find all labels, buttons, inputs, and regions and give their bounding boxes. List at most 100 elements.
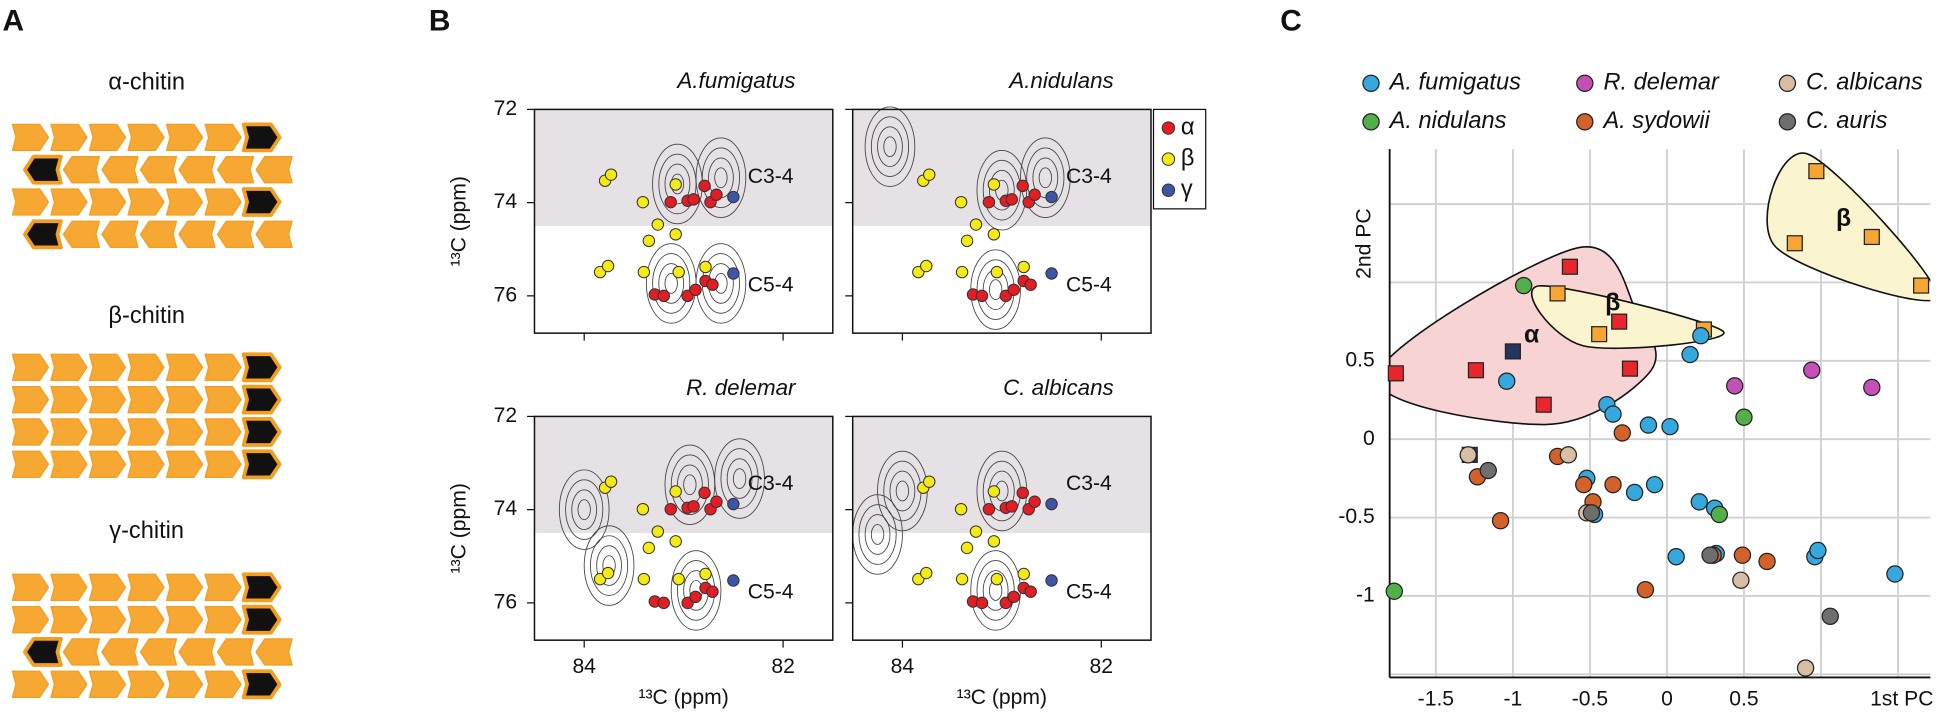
peak: [699, 260, 712, 274]
chain-end: [241, 604, 282, 635]
sugar-unit: [216, 638, 255, 666]
legend-label: γ: [1181, 176, 1193, 202]
point: [1863, 378, 1881, 397]
peak: [727, 497, 740, 511]
peak: [1045, 267, 1058, 280]
chain-end: [241, 572, 282, 603]
chitin-chains: [11, 122, 293, 250]
nmr-panel: A.fumigatus C3-4 C5-4 72 74 76 ¹³C (ppm): [447, 68, 834, 341]
legend-swatch: [1778, 113, 1797, 131]
sugar-unit: [62, 220, 101, 249]
legend-swatch: [1161, 121, 1176, 135]
point: [1681, 345, 1699, 364]
peak: [604, 475, 618, 488]
point: [1809, 541, 1827, 560]
contour: [558, 469, 610, 550]
peak: [960, 234, 974, 248]
point: [1645, 475, 1664, 494]
contour: [670, 454, 709, 516]
peak: [920, 259, 933, 273]
peak: [657, 596, 670, 610]
sugar-unit: [127, 573, 165, 602]
peak: [669, 535, 682, 548]
contour: [864, 514, 891, 555]
sugar-unit: [139, 156, 178, 184]
region: [1766, 152, 1931, 302]
sugar-unit: [88, 353, 127, 382]
contour: [982, 570, 1009, 611]
chain-end: [241, 384, 282, 415]
chain-end: [22, 219, 63, 250]
peak: [923, 168, 936, 181]
peak: [710, 188, 723, 201]
peak: [601, 259, 615, 273]
point: [1661, 417, 1679, 436]
sugar-unit: [127, 188, 165, 216]
chain-end: [22, 154, 63, 185]
peak: [1017, 567, 1030, 581]
sugar-unit: [50, 670, 88, 698]
peak: [637, 265, 651, 279]
contour: [571, 489, 598, 530]
peak: [969, 525, 983, 538]
plot-frame: [533, 415, 834, 641]
peak: [642, 541, 656, 555]
panel-title: R. delemar: [686, 375, 797, 400]
contour: [889, 470, 916, 512]
contour: [695, 243, 747, 324]
contour: [664, 163, 691, 205]
contour: [877, 126, 903, 168]
contour: [970, 550, 1021, 631]
sugar-unit: [255, 156, 293, 184]
sugar-unit: [11, 188, 50, 216]
peak: [1005, 500, 1019, 513]
contour: [864, 106, 916, 187]
y-tick-label: 72: [494, 97, 517, 120]
peak: [706, 585, 719, 598]
peak: [657, 289, 670, 303]
structure-label: β-chitin: [108, 303, 185, 329]
sugar-unit: [88, 573, 127, 602]
x-axis-label: ¹³C (ppm): [957, 686, 1047, 709]
contour: [1026, 147, 1065, 209]
y-tick-label: -1: [1356, 584, 1375, 607]
sugar-unit: [101, 638, 139, 666]
contour: [988, 279, 1003, 301]
chain-end: [241, 352, 282, 383]
x-tick-label: 84: [572, 655, 596, 678]
point: [1613, 424, 1631, 442]
point: [1625, 483, 1644, 502]
sugar-unit: [127, 418, 165, 446]
legend-label: A. nidulans: [1388, 108, 1507, 134]
sugar-unit: [50, 418, 88, 446]
square-point: [1504, 343, 1521, 360]
sugar-unit: [127, 123, 165, 152]
peak: [1024, 278, 1037, 291]
sugar-unit: [204, 450, 242, 478]
peak: [975, 289, 989, 303]
sugar-unit: [88, 418, 127, 446]
y-tick-label: 76: [494, 283, 517, 306]
peak: [975, 596, 989, 610]
peak: [698, 179, 711, 193]
sugar-unit: [165, 670, 204, 698]
peak: [727, 574, 740, 587]
contour: [870, 116, 910, 177]
contour: [701, 147, 741, 209]
contour: [658, 263, 685, 304]
peak: [601, 566, 615, 580]
contour: [670, 550, 722, 631]
sugar-unit: [165, 385, 204, 414]
peak: [651, 525, 665, 538]
point: [1692, 327, 1710, 345]
peak: [1045, 574, 1058, 587]
legend-label: C. auris: [1806, 108, 1888, 134]
point: [1459, 446, 1477, 464]
sugar-unit: [62, 638, 101, 666]
peak: [669, 178, 682, 191]
sugar-unit: [50, 605, 88, 634]
sugar-unit: [88, 450, 127, 478]
region: [1531, 285, 1725, 350]
chitin-chains: [11, 572, 293, 700]
sugar-unit: [139, 638, 178, 666]
